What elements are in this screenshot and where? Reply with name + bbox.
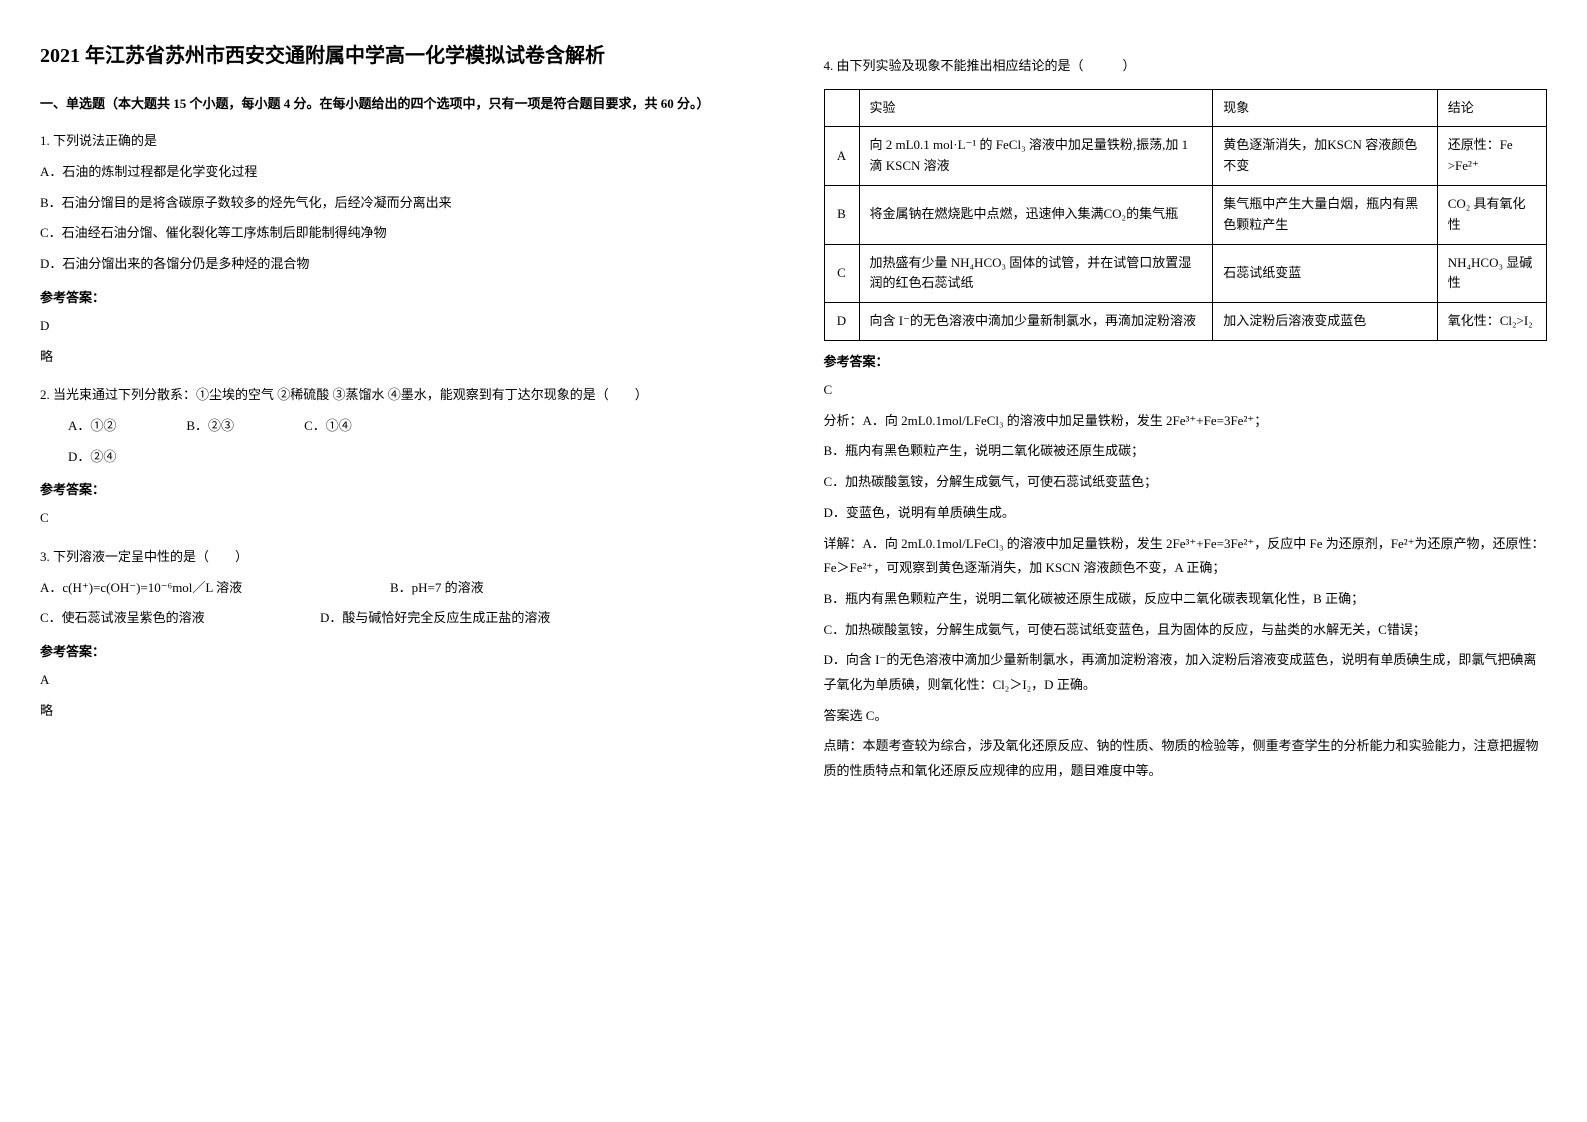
q2-options-row1: A．①② B．②③ C．①④ D．②④ — [68, 414, 764, 469]
section1-header: 一、单选题（本大题共 15 个小题，每小题 4 分。在每小题给出的四个选项中，只… — [40, 92, 764, 115]
q1-stem: 1. 下列说法正确的是 — [40, 129, 764, 154]
q1-optC: C．石油经石油分馏、催化裂化等工序炼制后即能制得纯净物 — [40, 221, 764, 246]
table-header-row: 实验 现象 结论 — [824, 89, 1547, 127]
q4-answer: C — [824, 378, 1548, 403]
rowA-conc: 还原性：Fe >Fe²⁺ — [1437, 127, 1546, 186]
q3-stem: 3. 下列溶液一定呈中性的是（ ） — [40, 545, 764, 570]
q4-analysis-1: B．瓶内有黑色颗粒产生，说明二氧化碳被还原生成碳； — [824, 439, 1548, 464]
th-blank — [824, 89, 859, 127]
q4-analysis-3: D．变蓝色，说明有单质碘生成。 — [824, 501, 1548, 526]
q1-optB: B．石油分馏目的是将含碳原子数较多的烃先气化，后经冷凝而分离出来 — [40, 191, 764, 216]
q4-table: 实验 现象 结论 A 向 2 mL0.1 mol·L⁻¹ 的 FeCl₃ 溶液中… — [824, 89, 1548, 341]
left-column: 2021 年江苏省苏州市西安交通附属中学高一化学模拟试卷含解析 一、单选题（本大… — [40, 40, 764, 790]
q1-brief: 略 — [40, 345, 764, 370]
q4-analysis-7: D．向含 I⁻的无色溶液中滴加少量新制氯水，再滴加淀粉溶液，加入淀粉后溶液变成蓝… — [824, 648, 1548, 697]
q2-optB: B．②③ — [186, 414, 234, 439]
rowC-phen: 石蕊试纸变蓝 — [1213, 244, 1437, 303]
q4-answer-label: 参考答案： — [824, 351, 1548, 370]
th-phen: 现象 — [1213, 89, 1437, 127]
q4-analysis-5: B．瓶内有黑色颗粒产生，说明二氧化碳被还原生成碳，反应中二氧化碳表现氧化性，B … — [824, 587, 1548, 612]
q3-brief: 略 — [40, 699, 764, 724]
q1-answer: D — [40, 314, 764, 339]
rowC-conc: NH₄HCO₃ 显碱性 — [1437, 244, 1546, 303]
rowD-phen: 加入淀粉后溶液变成蓝色 — [1213, 303, 1437, 341]
th-conc: 结论 — [1437, 89, 1546, 127]
right-column: 4. 由下列实验及现象不能推出相应结论的是（ ） 实验 现象 结论 A 向 2 … — [824, 40, 1548, 790]
table-row: A 向 2 mL0.1 mol·L⁻¹ 的 FeCl₃ 溶液中加足量铁粉,振荡,… — [824, 127, 1547, 186]
q3-optA: A．c(H⁺)=c(OH⁻)=10⁻⁶mol／L 溶液 — [40, 576, 320, 601]
q4-analysis-2: C．加热碳酸氢铵，分解生成氨气，可使石蕊试纸变蓝色； — [824, 470, 1548, 495]
rowB-phen: 集气瓶中产生大量白烟，瓶内有黑色颗粒产生 — [1213, 186, 1437, 245]
rowC-exp: 加热盛有少量 NH₄HCO₃ 固体的试管，并在试管口放置湿润的红色石蕊试纸 — [859, 244, 1213, 303]
rowA-exp: 向 2 mL0.1 mol·L⁻¹ 的 FeCl₃ 溶液中加足量铁粉,振荡,加 … — [859, 127, 1213, 186]
q4-analysis-9: 点睛：本题考查较为综合，涉及氧化还原反应、钠的性质、物质的检验等，侧重考查学生的… — [824, 734, 1548, 783]
rowB-label: B — [824, 186, 859, 245]
rowB-exp: 将金属钠在燃烧匙中点燃，迅速伸入集满CO₂的集气瓶 — [859, 186, 1213, 245]
rowD-exp: 向含 I⁻的无色溶液中滴加少量新制氯水，再滴加淀粉溶液 — [859, 303, 1213, 341]
q3-options-row1: A．c(H⁺)=c(OH⁻)=10⁻⁶mol／L 溶液 B．pH=7 的溶液 — [40, 576, 764, 601]
q4-analysis-4: 详解：A．向 2mL0.1mol/LFeCl₃ 的溶液中加足量铁粉，发生 2Fe… — [824, 532, 1548, 581]
q3-optB: B．pH=7 的溶液 — [390, 576, 484, 601]
q2-stem: 2. 当光束通过下列分散系：①尘埃的空气 ②稀硫酸 ③蒸馏水 ④墨水，能观察到有… — [40, 383, 764, 408]
table-row: B 将金属钠在燃烧匙中点燃，迅速伸入集满CO₂的集气瓶 集气瓶中产生大量白烟，瓶… — [824, 186, 1547, 245]
table-row: C 加热盛有少量 NH₄HCO₃ 固体的试管，并在试管口放置湿润的红色石蕊试纸 … — [824, 244, 1547, 303]
rowD-conc: 氧化性：Cl₂>I₂ — [1437, 303, 1546, 341]
q4-analysis-8: 答案选 C。 — [824, 704, 1548, 729]
q2-optC: C．①④ — [304, 414, 352, 439]
q2-answer-label: 参考答案： — [40, 479, 764, 498]
q3-answer-label: 参考答案： — [40, 641, 764, 660]
q4-stem: 4. 由下列实验及现象不能推出相应结论的是（ ） — [824, 54, 1548, 79]
q2-answer: C — [40, 506, 764, 531]
q3-optD: D．酸与碱恰好完全反应生成正盐的溶液 — [320, 606, 550, 631]
q4-analysis-6: C．加热碳酸氢铵，分解生成氨气，可使石蕊试纸变蓝色，且为固体的反应，与盐类的水解… — [824, 618, 1548, 643]
q1-answer-label: 参考答案： — [40, 287, 764, 306]
rowD-label: D — [824, 303, 859, 341]
exam-title: 2021 年江苏省苏州市西安交通附属中学高一化学模拟试卷含解析 — [40, 40, 764, 72]
page-container: 2021 年江苏省苏州市西安交通附属中学高一化学模拟试卷含解析 一、单选题（本大… — [40, 40, 1547, 790]
q3-options-row2: C．使石蕊试液呈紫色的溶液 D．酸与碱恰好完全反应生成正盐的溶液 — [40, 606, 764, 631]
rowA-phen: 黄色逐渐消失，加KSCN 容液颜色不变 — [1213, 127, 1437, 186]
rowC-label: C — [824, 244, 859, 303]
q4-analysis-0: 分析：A．向 2mL0.1mol/LFeCl₃ 的溶液中加足量铁粉，发生 2Fe… — [824, 409, 1548, 434]
q3-answer: A — [40, 668, 764, 693]
rowA-label: A — [824, 127, 859, 186]
q1-optD: D．石油分馏出来的各馏分仍是多种烃的混合物 — [40, 252, 764, 277]
q2-optA: A．①② — [68, 414, 116, 439]
q2-optD: D．②④ — [68, 445, 116, 470]
q3-optC: C．使石蕊试液呈紫色的溶液 — [40, 606, 250, 631]
table-row: D 向含 I⁻的无色溶液中滴加少量新制氯水，再滴加淀粉溶液 加入淀粉后溶液变成蓝… — [824, 303, 1547, 341]
rowB-conc: CO₂ 具有氧化性 — [1437, 186, 1546, 245]
q1-optA: A．石油的炼制过程都是化学变化过程 — [40, 160, 764, 185]
th-exp: 实验 — [859, 89, 1213, 127]
